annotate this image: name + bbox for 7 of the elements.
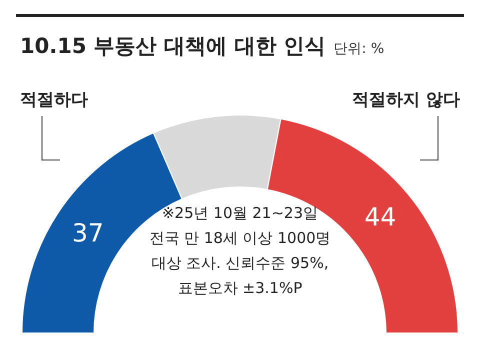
data-label: 44 — [364, 202, 396, 232]
chart-title: 10.15 부동산 대책에 대한 인식 — [20, 34, 326, 58]
slice-label: 적절하지 않다 — [352, 90, 460, 110]
chart-subtitle: 단위: % — [334, 41, 384, 57]
slice-label: 적절하다 — [20, 90, 88, 110]
text: ※25년 10월 21~23일 전국 만 18세 이상 1000명 대상 조사. 신뢰수준 95%, 표본오차 ±3.1%P — [149, 204, 331, 297]
data-label: 37 — [72, 218, 104, 248]
